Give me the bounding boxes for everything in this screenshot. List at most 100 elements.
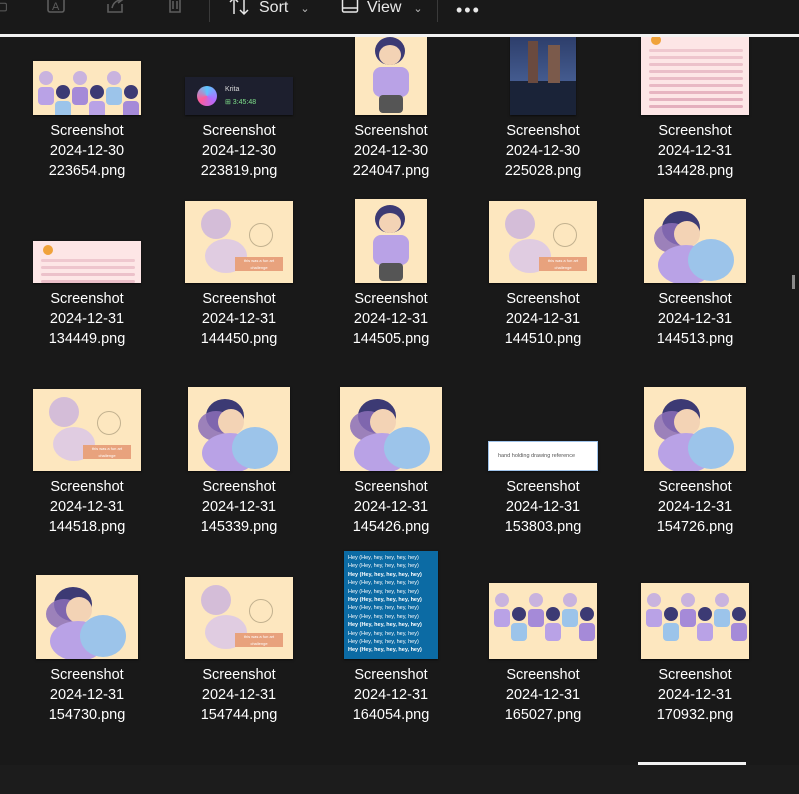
file-name-line: Screenshot [658,291,732,307]
scrollbar-thumb[interactable] [792,275,795,289]
file-name-line: 144513.png [656,331,734,347]
lyrics-line: Hey (Hey, hey, hey, hey, hey) [348,571,422,578]
thumbnail-image: this was a fun art challenge [489,201,597,283]
art-caption: this was a fun art challenge [83,445,131,459]
cut-icon[interactable] [0,0,14,18]
file-thumbnail [619,37,771,115]
toolbar-separator [209,0,210,22]
file-tile[interactable]: hand holding drawing reference Screenshot… [467,387,619,575]
thumbnail-image [644,199,746,283]
file-tile[interactable]: Screenshot 2024-12-31 134428.png [619,37,771,219]
lyrics-line: Hey (Hey, hey, hey, hey, hey) [348,630,419,637]
file-tile[interactable]: this was a fun art challenge Screenshot 20… [11,387,163,575]
sort-label: Sort [259,0,289,16]
rename-icon[interactable]: A [44,0,70,18]
file-name: Screenshot 2024-12-31 154726.png [619,477,771,537]
file-tile[interactable]: Screenshot 2024-12-31 165027.png [467,575,619,763]
file-name-line: 154726.png [656,519,734,535]
file-name-line: 2024-12-31 [657,687,733,703]
file-name-line: Screenshot [202,123,276,139]
file-thumbnail [11,575,163,659]
file-name: Screenshot 2024-12-31 144513.png [619,289,771,349]
file-thumbnail: this was a fun art challenge [163,575,315,659]
file-name-line: 2024-12-31 [353,499,429,515]
thumbnail-image [355,199,427,283]
file-name-line: 2024-12-31 [657,311,733,327]
sort-button[interactable]: Sort ⌄ [229,0,310,22]
file-thumbnail [315,387,467,471]
thumbnail-image [36,575,138,659]
file-name: Screenshot 2024-12-31 134428.png [619,121,771,181]
share-icon[interactable] [103,0,129,18]
chevron-down-icon: ⌄ [413,2,423,15]
thumbnail-image [489,583,597,659]
file-thumbnail [315,37,467,115]
file-name-line: 154730.png [48,707,126,723]
file-name: Screenshot 2024-12-31 144450.png [163,289,315,349]
file-name-line: 2024-12-31 [353,687,429,703]
file-name-line: 223819.png [200,163,278,179]
file-tile[interactable]: Screenshot 2024-12-30 224047.png [315,37,467,219]
file-name-line: 145426.png [352,519,430,535]
file-tile[interactable]: this was a fun art challenge Screenshot 20… [163,575,315,763]
file-name-line: 2024-12-31 [201,687,277,703]
file-name-line: 153803.png [504,519,582,535]
file-name-line: 2024-12-31 [353,311,429,327]
file-name-line: 2024-12-31 [201,311,277,327]
file-name: Screenshot 2024-12-30 223819.png [163,121,315,181]
file-tile[interactable]: Screenshot 2024-12-31 134449.png [11,199,163,387]
file-tile[interactable]: Screenshot 2024-12-30 223654.png [11,37,163,219]
delete-icon[interactable] [162,0,188,18]
file-name: Screenshot 2024-12-30 224047.png [315,121,467,181]
file-thumbnail: Krita ⊞ 3:45:48 [163,37,315,115]
thumbnail-image [510,37,576,115]
file-thumbnail [467,37,619,115]
file-name-line: 224047.png [352,163,430,179]
file-name-line: 223654.png [48,163,126,179]
file-name: Screenshot 2024-12-31 154744.png [163,665,315,725]
file-tile[interactable]: this was a fun art challenge Screenshot 20… [467,199,619,387]
file-tile[interactable]: Screenshot 2024-12-31 154726.png [619,387,771,575]
file-name-line: 2024-12-30 [201,143,277,159]
selection-indicator [638,762,746,765]
more-options-button[interactable]: ••• [456,0,481,20]
krita-logo-icon [197,86,217,106]
file-tile[interactable]: Screenshot 2024-12-31 145426.png [315,387,467,575]
file-tile[interactable]: Hey (Hey, hey, hey, hey, hey) Hey (Hey, h… [315,551,467,763]
file-tile[interactable]: this was a fun art challenge Screenshot 20… [163,199,315,387]
view-button[interactable]: View ⌄ [341,0,423,22]
file-tile[interactable]: Screenshot 2024-12-31 154730.png [11,575,163,763]
toolbar-divider [0,34,799,37]
thumbnail-image: hand holding drawing reference [488,441,598,471]
vertical-scrollbar[interactable] [788,37,799,765]
thumbnail-image [33,241,141,283]
file-tile[interactable]: Krita ⊞ 3:45:48 Screenshot 2024-12-30 223819… [163,37,315,219]
lyrics-line: Hey (Hey, hey, hey, hey, hey) [348,613,419,620]
file-name: Screenshot 2024-12-31 145426.png [315,477,467,537]
file-tile[interactable]: Screenshot 2024-12-31 145339.png [163,387,315,575]
file-name-line: 2024-12-31 [505,499,581,515]
file-name-line: 2024-12-30 [49,143,125,159]
file-name: Screenshot 2024-12-30 225028.png [467,121,619,181]
file-name-line: 2024-12-31 [49,311,125,327]
file-name: Screenshot 2024-12-31 144510.png [467,289,619,349]
krita-title: Krita [225,86,240,93]
view-label: View [367,0,402,16]
file-tile[interactable]: Screenshot 2024-12-31 144505.png [315,199,467,387]
file-name-line: Screenshot [354,479,428,495]
command-bar: A Sort ⌄ View ⌄ ••• [0,0,799,34]
file-name-line: 144510.png [504,331,582,347]
lyrics-line: Hey (Hey, hey, hey, hey, hey) [348,563,419,570]
file-name-line: 225028.png [504,163,582,179]
file-name-line: Screenshot [506,123,580,139]
view-icon [341,0,359,20]
lyrics-line: Hey (Hey, hey, hey, hey, hey) [348,605,419,612]
file-name-line: Screenshot [50,123,124,139]
file-name-line: 2024-12-31 [657,143,733,159]
file-tile[interactable]: Screenshot 2024-12-31 170932.png [619,575,771,763]
file-name: Screenshot 2024-12-31 145339.png [163,477,315,537]
file-tile[interactable]: Screenshot 2024-12-30 225028.png [467,37,619,219]
art-caption: this was a fun art challenge [539,257,587,271]
file-tile[interactable]: Screenshot 2024-12-31 144513.png [619,199,771,387]
file-name-line: Screenshot [658,667,732,683]
